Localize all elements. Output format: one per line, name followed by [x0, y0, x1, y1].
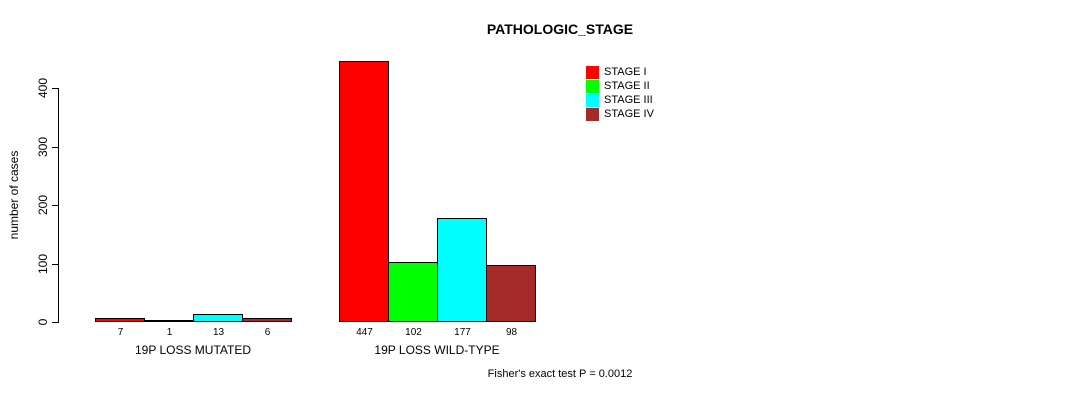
bar-stage-iv-group1	[242, 318, 292, 322]
legend: STAGE I STAGE II STAGE III STAGE IV	[586, 66, 654, 122]
y-tick-mark	[52, 147, 58, 148]
legend-entry: STAGE II	[586, 80, 654, 93]
bar-value-label: 6	[264, 327, 271, 338]
legend-swatch-icon	[586, 80, 599, 93]
legend-swatch-icon	[586, 66, 599, 79]
bar-stage-i-group1	[95, 318, 145, 322]
bar-stage-iii-group2	[437, 218, 487, 322]
bar-value-label: 1	[166, 327, 173, 338]
bar-value-label: 102	[405, 327, 422, 338]
group-label: 19P LOSS MUTATED	[134, 343, 252, 357]
legend-entry: STAGE III	[586, 94, 654, 107]
legend-swatch-icon	[586, 94, 599, 107]
y-tick-mark	[52, 322, 58, 323]
legend-entry: STAGE IV	[586, 108, 654, 121]
chart-title: PATHOLOGIC_STAGE	[486, 21, 634, 37]
bar-stage-i-group2	[339, 61, 389, 322]
legend-swatch-icon	[586, 108, 599, 121]
legend-label: STAGE IV	[604, 108, 654, 120]
y-tick-label: 300	[36, 136, 50, 158]
y-tick-mark	[52, 205, 58, 206]
bar-value-label: 7	[117, 327, 124, 338]
bar-stage-iii-group1	[193, 314, 243, 322]
legend-entry: STAGE I	[586, 66, 654, 79]
y-tick-label: 200	[36, 194, 50, 216]
bar-value-label: 98	[505, 327, 518, 338]
y-tick-mark	[52, 88, 58, 89]
y-tick-label: 0	[36, 318, 50, 326]
y-axis-line	[58, 88, 59, 323]
y-tick-label: 100	[36, 253, 50, 275]
y-tick-label: 400	[36, 77, 50, 99]
y-tick-mark	[52, 264, 58, 265]
group-label: 19P LOSS WILD-TYPE	[374, 343, 500, 357]
legend-label: STAGE II	[604, 80, 650, 92]
bar-stage-ii-group2	[388, 262, 438, 322]
legend-label: STAGE I	[604, 66, 647, 78]
bar-value-label: 13	[212, 327, 225, 338]
bar-stage-ii-group1	[144, 320, 194, 322]
y-axis-label: number of cases	[7, 150, 21, 240]
bar-value-label: 177	[454, 327, 471, 338]
legend-label: STAGE III	[604, 94, 653, 106]
stat-test-annotation: Fisher's exact test P = 0.0012	[487, 368, 633, 380]
bar-stage-iv-group2	[486, 265, 536, 322]
bar-value-label: 447	[356, 327, 373, 338]
